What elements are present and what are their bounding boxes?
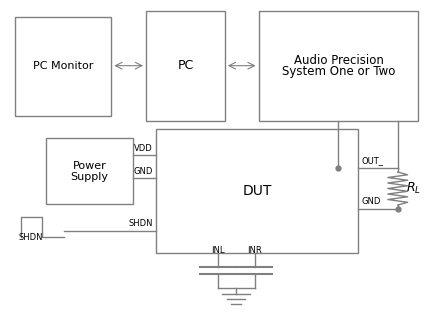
Text: Audio Precision: Audio Precision xyxy=(294,54,383,67)
Text: DUT: DUT xyxy=(243,184,272,198)
Text: System One or Two: System One or Two xyxy=(282,65,395,78)
Text: GND: GND xyxy=(361,197,381,206)
Text: PC Monitor: PC Monitor xyxy=(33,61,93,71)
Text: $R_L$: $R_L$ xyxy=(406,181,421,196)
Text: GND: GND xyxy=(134,167,153,176)
Bar xyxy=(46,138,133,204)
Text: VDD: VDD xyxy=(134,144,153,153)
Bar xyxy=(146,11,225,121)
Bar xyxy=(258,11,419,121)
Text: SHDN: SHDN xyxy=(19,233,43,242)
Text: INR: INR xyxy=(247,246,262,255)
Bar xyxy=(15,16,112,116)
Text: SHDN: SHDN xyxy=(128,219,153,228)
Text: INL: INL xyxy=(211,246,225,255)
Bar xyxy=(156,129,358,253)
Text: PC: PC xyxy=(177,59,194,72)
Text: Supply: Supply xyxy=(71,172,108,182)
Text: Power: Power xyxy=(73,161,107,171)
Text: OUT_: OUT_ xyxy=(361,156,383,165)
